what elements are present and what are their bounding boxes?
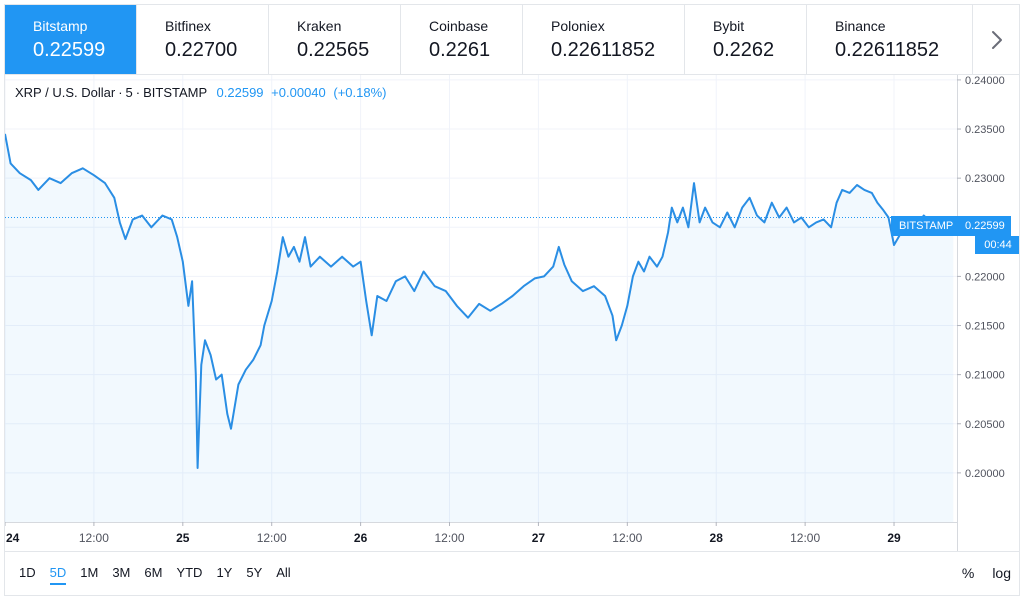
chart-legend: XRP / U.S. Dollar · 5 · BITSTAMP 0.22599 +0.… bbox=[15, 85, 391, 100]
tab-name: Bybit bbox=[713, 18, 745, 34]
percent-scale-toggle[interactable]: % bbox=[961, 565, 975, 581]
price-tick-label: 0.20500 bbox=[965, 419, 1005, 431]
range-1d-button[interactable]: 1D bbox=[19, 565, 36, 580]
time-tick-label: 28 bbox=[710, 531, 724, 545]
range-ytd-button[interactable]: YTD bbox=[176, 565, 203, 580]
tab-name: Poloniex bbox=[551, 18, 605, 34]
time-tick-label: 12:00 bbox=[434, 531, 464, 545]
price-tick-label: 0.24000 bbox=[965, 75, 1005, 87]
range-5d-button[interactable]: 5D bbox=[49, 565, 67, 585]
range-5y-button[interactable]: 5Y bbox=[246, 565, 263, 580]
tab-name: Binance bbox=[835, 18, 886, 34]
time-tick-label: 27 bbox=[532, 531, 546, 545]
price-tick-label: 0.22000 bbox=[965, 271, 1005, 283]
price-tick-label: 0.23500 bbox=[965, 124, 1005, 136]
time-tick-label: 25 bbox=[176, 531, 190, 545]
range-all-button[interactable]: All bbox=[276, 565, 291, 580]
time-tick-label: 12:00 bbox=[790, 531, 820, 545]
tab-bybit[interactable]: Bybit 0.2262 bbox=[685, 5, 807, 74]
range-selector: 1D 5D 1M 3M 6M YTD 1Y 5Y All bbox=[19, 565, 305, 585]
tab-coinbase[interactable]: Coinbase 0.2261 bbox=[401, 5, 523, 74]
legend-symbol: XRP / U.S. Dollar bbox=[15, 85, 116, 100]
price-tick-label: 0.20000 bbox=[965, 468, 1005, 480]
time-tick-label: 12:00 bbox=[612, 531, 642, 545]
price-area-fill bbox=[5, 133, 954, 522]
tab-name: Kraken bbox=[297, 18, 342, 34]
price-tick-label: 0.23000 bbox=[965, 173, 1005, 185]
time-axis[interactable]: 24 12:00 25 12:00 26 12:00 27 12:00 28 12:00 29 bbox=[5, 522, 901, 545]
legend-change-percent: (+0.18%) bbox=[333, 85, 387, 100]
tab-price: 0.22611852 bbox=[835, 39, 940, 61]
chart-widget: Bitstamp 0.22599 Bitfinex 0.22700 Kraken… bbox=[4, 4, 1020, 596]
price-tick-label: 0.21000 bbox=[965, 370, 1005, 382]
tab-bitstamp[interactable]: Bitstamp 0.22599 bbox=[5, 5, 137, 74]
scale-options: % log bbox=[944, 565, 1011, 581]
exchange-tabs: Bitstamp 0.22599 Bitfinex 0.22700 Kraken… bbox=[5, 5, 1019, 75]
range-3m-button[interactable]: 3M bbox=[112, 565, 131, 580]
range-1y-button[interactable]: 1Y bbox=[216, 565, 233, 580]
tab-price: 0.2262 bbox=[713, 39, 775, 61]
bottom-toolbar: 1D 5D 1M 3M 6M YTD 1Y 5Y All % log bbox=[5, 551, 1019, 595]
tab-name: Bitfinex bbox=[165, 18, 211, 34]
legend-last-price: 0.22599 bbox=[216, 85, 264, 100]
tab-name: Bitstamp bbox=[33, 18, 88, 34]
time-tick-label: 12:00 bbox=[79, 531, 109, 545]
chart-canvas: 0.240000.235000.230000.225000.220000.215… bbox=[5, 75, 1005, 551]
tab-bitfinex[interactable]: Bitfinex 0.22700 bbox=[137, 5, 269, 74]
next-tabs-button[interactable] bbox=[973, 5, 1019, 74]
legend-separator: · bbox=[118, 85, 123, 100]
legend-interval: 5 bbox=[125, 85, 133, 100]
log-scale-toggle[interactable]: log bbox=[992, 565, 1011, 581]
range-1m-button[interactable]: 1M bbox=[80, 565, 99, 580]
price-chart[interactable]: 0.240000.235000.230000.225000.220000.215… bbox=[5, 75, 1019, 551]
time-tick-label: 12:00 bbox=[257, 531, 287, 545]
tab-price: 0.22611852 bbox=[551, 39, 656, 61]
legend-values: 0.22599 +0.00040 (+0.18%) bbox=[217, 85, 391, 100]
time-tick-label: 24 bbox=[6, 531, 20, 545]
chevron-right-icon bbox=[992, 30, 1002, 49]
price-tag-value: 0.22599 bbox=[965, 220, 1005, 232]
legend-separator: · bbox=[135, 85, 141, 100]
price-axis[interactable]: 0.240000.235000.230000.225000.220000.215… bbox=[957, 75, 1005, 480]
tab-kraken[interactable]: Kraken 0.22565 bbox=[269, 5, 401, 74]
tab-price: 0.22565 bbox=[297, 39, 370, 61]
tab-name: Coinbase bbox=[429, 18, 489, 34]
tab-price: 0.22599 bbox=[33, 39, 106, 61]
time-tick-label: 29 bbox=[887, 531, 901, 545]
legend-change: +0.00040 bbox=[271, 85, 326, 100]
legend-exchange: BITSTAMP bbox=[143, 85, 207, 100]
price-series-line bbox=[5, 133, 954, 469]
price-tick-label: 0.21500 bbox=[965, 321, 1005, 333]
time-tick-label: 26 bbox=[354, 531, 368, 545]
tab-poloniex[interactable]: Poloniex 0.22611852 bbox=[523, 5, 685, 74]
tab-price: 0.2261 bbox=[429, 39, 491, 61]
tab-price: 0.22700 bbox=[165, 39, 238, 61]
range-6m-button[interactable]: 6M bbox=[144, 565, 163, 580]
price-tag-label: BITSTAMP bbox=[899, 220, 954, 232]
bar-countdown: 00:44 bbox=[975, 236, 1019, 254]
last-price-tag: BITSTAMP 0.22599 bbox=[891, 216, 1011, 236]
tab-binance[interactable]: Binance 0.22611852 bbox=[807, 5, 973, 74]
